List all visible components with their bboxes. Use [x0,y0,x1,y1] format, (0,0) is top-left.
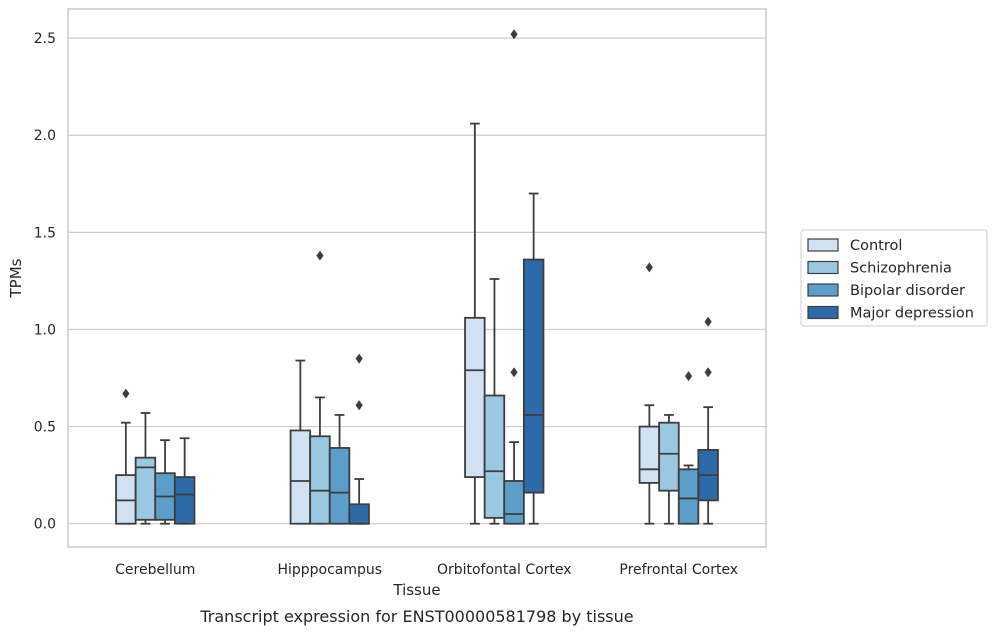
x-axis-label: Tissue [392,581,440,599]
box-bipolar-disorder [677,371,700,525]
y-tick-label: 1.0 [34,322,56,338]
outlier-point [510,29,518,40]
box [309,435,331,525]
box [483,394,506,519]
box-major-depression [348,353,370,525]
plot-frame [67,8,767,548]
y-tick-label: 2.0 [34,128,56,144]
legend-frame [800,229,988,327]
box-control [115,388,137,525]
legend-swatch [807,238,839,252]
outlier-point [704,316,712,327]
box [348,503,370,525]
x-tick-label: Orbitofontal Cortex [437,562,572,578]
legend-swatch [807,283,839,297]
legend-swatch [807,260,839,275]
outlier-point [355,353,363,364]
box-control [464,122,486,525]
box-schizophrenia [134,412,157,525]
x-tick-label: Cerebellum [115,562,195,578]
outlier-point [645,262,653,273]
y-tick-label: 0.0 [34,517,56,533]
box-bipolar-disorder [154,439,176,525]
box-schizophrenia [483,278,506,525]
y-tick-label: 1.5 [34,225,56,241]
box-major-depression [173,437,196,525]
box [115,474,137,525]
legend-label: Major depression [850,306,974,322]
y-tick-label: 0.5 [34,420,56,436]
box [464,316,486,478]
x-tick-label: Hipppocampus [277,562,382,578]
y-tick-label: 2.5 [34,31,56,47]
x-tick-label: Prefrontal Cortex [619,562,738,578]
outlier-point [316,250,324,261]
box-major-depression [522,192,545,525]
legend-label: Control [850,238,902,254]
legend-swatch [807,305,839,320]
outlier-point [704,367,712,378]
outlier-point [684,371,693,382]
box [677,468,700,525]
x-tick-labels: Cerebellum Hipppocampus Orbitofontal Corte… [115,562,738,578]
box [289,429,312,525]
box [503,480,525,525]
chart-caption: Transcript expression for ENST0000058179… [199,607,633,626]
box [328,447,351,525]
outlier-point [510,367,518,378]
box-schizophrenia [658,414,680,525]
box [522,258,545,494]
outlier-point [122,388,130,399]
box [173,476,196,525]
y-tick-labels: 0.0 0.5 1.0 1.5 2.0 2.5 [34,31,56,533]
box [638,425,661,484]
box-schizophrenia [309,250,331,525]
box-bipolar-disorder [503,29,525,525]
legend: Control Schizophrenia Bipolar disorder Majo… [800,229,988,327]
y-axis-label: TPMs [7,258,25,298]
box [658,421,680,492]
legend-label: Bipolar disorder [850,283,965,299]
box-bipolar-disorder [328,414,351,525]
legend-label: Schizophrenia [850,261,952,277]
box-major-depression [697,316,719,525]
outlier-point [355,400,363,411]
box-groups [115,29,719,525]
